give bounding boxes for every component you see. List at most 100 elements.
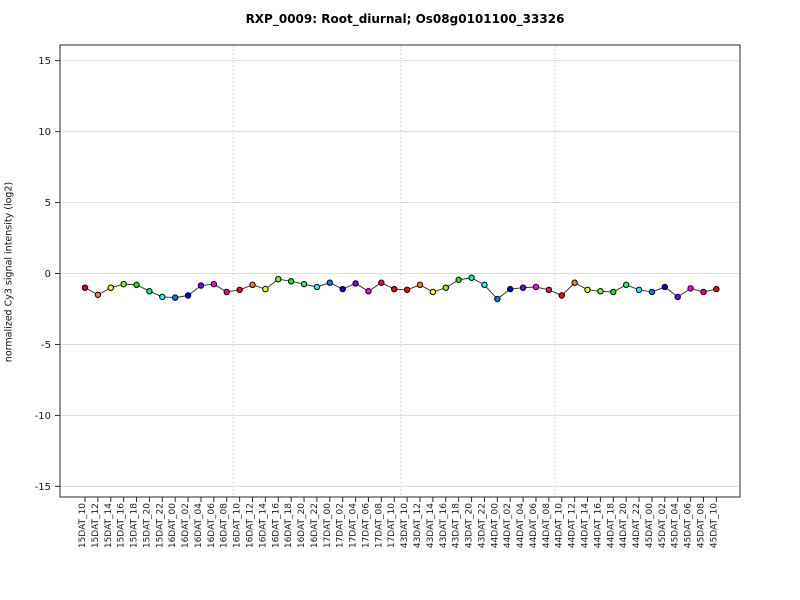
x-tick-label: 44DAT_06 [529,503,539,548]
x-tick-label: 16DAT_04 [194,503,204,548]
x-tick-label: 45DAT_04 [671,503,681,548]
data-point [713,285,720,293]
x-tick-label: 16DAT_18 [284,503,294,548]
data-point [468,274,475,281]
data-point [365,288,372,295]
x-tick-label: 43DAT_12 [413,503,423,548]
data-point [391,285,398,293]
x-tick-label: 17DAT_04 [349,503,359,548]
data-point [558,292,565,299]
data-point [507,285,514,293]
x-tick-label: 45DAT_06 [684,503,694,548]
data-point [635,286,643,294]
x-tick-label: 44DAT_18 [606,503,616,548]
y-tick-label: -15 [35,482,51,493]
data-point [249,281,256,289]
x-tick-label: 15DAT_14 [104,503,114,548]
y-tick-label: -5 [41,340,51,351]
data-point [584,286,591,294]
data-point [648,288,656,296]
data-point [107,284,114,291]
x-tick-label: 16DAT_10 [233,503,243,548]
x-tick-label: 45DAT_08 [696,503,706,548]
x-tick-label: 43DAT_14 [426,503,436,548]
x-tick-label: 16DAT_12 [246,503,256,548]
data-point [120,280,127,288]
plot-border [59,44,741,498]
x-tick-label: 43DAT_22 [477,503,487,548]
data-point [532,283,540,291]
x-tick-label: 45DAT_00 [645,503,655,548]
y-tick-label: 10 [38,127,51,138]
series-line [84,277,717,300]
data-point [287,278,295,285]
data-point [442,284,449,291]
data-point [687,285,694,292]
x-tick-label: 15DAT_20 [142,503,152,548]
data-point [429,288,437,296]
data-point [494,295,501,303]
data-point [275,275,282,283]
x-tick-label: 15DAT_12 [91,503,101,548]
x-tick-label: 17DAT_00 [323,503,333,548]
x-tick-label: 17DAT_02 [336,503,346,548]
data-point [416,281,424,289]
y-tick-label: 0 [45,269,51,280]
data-point [313,283,321,291]
data-point [159,293,166,301]
data-point [519,284,527,291]
x-tick-label: 16DAT_16 [271,503,281,548]
data-point [352,280,359,287]
data-point [481,281,488,289]
y-tick-label: 5 [45,198,51,209]
x-tick-label: 44DAT_16 [593,503,603,548]
x-tick-label: 45DAT_10 [709,503,719,548]
x-tick-label: 17DAT_06 [361,503,371,548]
x-tick-label: 44DAT_22 [632,503,642,548]
x-tick-label: 44DAT_08 [542,503,552,548]
x-tick-label: 15DAT_16 [117,503,127,548]
data-point [81,284,89,291]
x-tick-label: 44DAT_04 [516,503,526,548]
data-point [674,293,681,301]
data-point [326,279,334,286]
x-tick-label: 16DAT_14 [258,503,268,548]
data-point [171,294,179,301]
data-point [94,291,102,298]
data-point [210,280,218,288]
chart-title: RXP_0009: Root_diurnal; Os08g0101100_333… [245,12,565,26]
x-tick-label: 16DAT_22 [310,503,320,548]
data-point [300,280,308,288]
x-tick-label: 16DAT_02 [181,503,191,548]
x-tick-label: 43DAT_10 [400,503,410,548]
y-tick-label: -10 [35,411,51,422]
data-point [146,288,153,295]
data-point [597,288,604,295]
data-point [339,285,346,293]
x-tick-label: 15DAT_18 [130,503,140,548]
x-tick-label: 43DAT_16 [439,503,449,548]
data-point [700,288,707,296]
x-tick-label: 44DAT_00 [490,503,500,548]
x-tick-label: 16DAT_06 [207,503,217,548]
x-tick-label: 17DAT_08 [374,503,384,548]
x-tick-label: 15DAT_22 [155,503,165,548]
x-tick-label: 44DAT_02 [503,503,513,548]
data-point [197,282,205,289]
data-point [622,281,630,289]
x-tick-label: 45DAT_02 [658,503,668,548]
data-point [378,279,385,286]
x-tick-label: 43DAT_20 [465,503,475,548]
x-tick-label: 43DAT_18 [452,503,462,548]
data-point [403,286,411,294]
x-tick-label: 44DAT_20 [619,503,629,548]
x-tick-label: 16DAT_08 [220,503,230,548]
data-point [262,285,269,293]
x-tick-label: 16DAT_00 [168,503,178,548]
x-tick-label: 44DAT_14 [581,503,591,548]
data-point [455,276,462,284]
data-point [133,281,140,289]
x-tick-label: 44DAT_10 [555,503,565,548]
